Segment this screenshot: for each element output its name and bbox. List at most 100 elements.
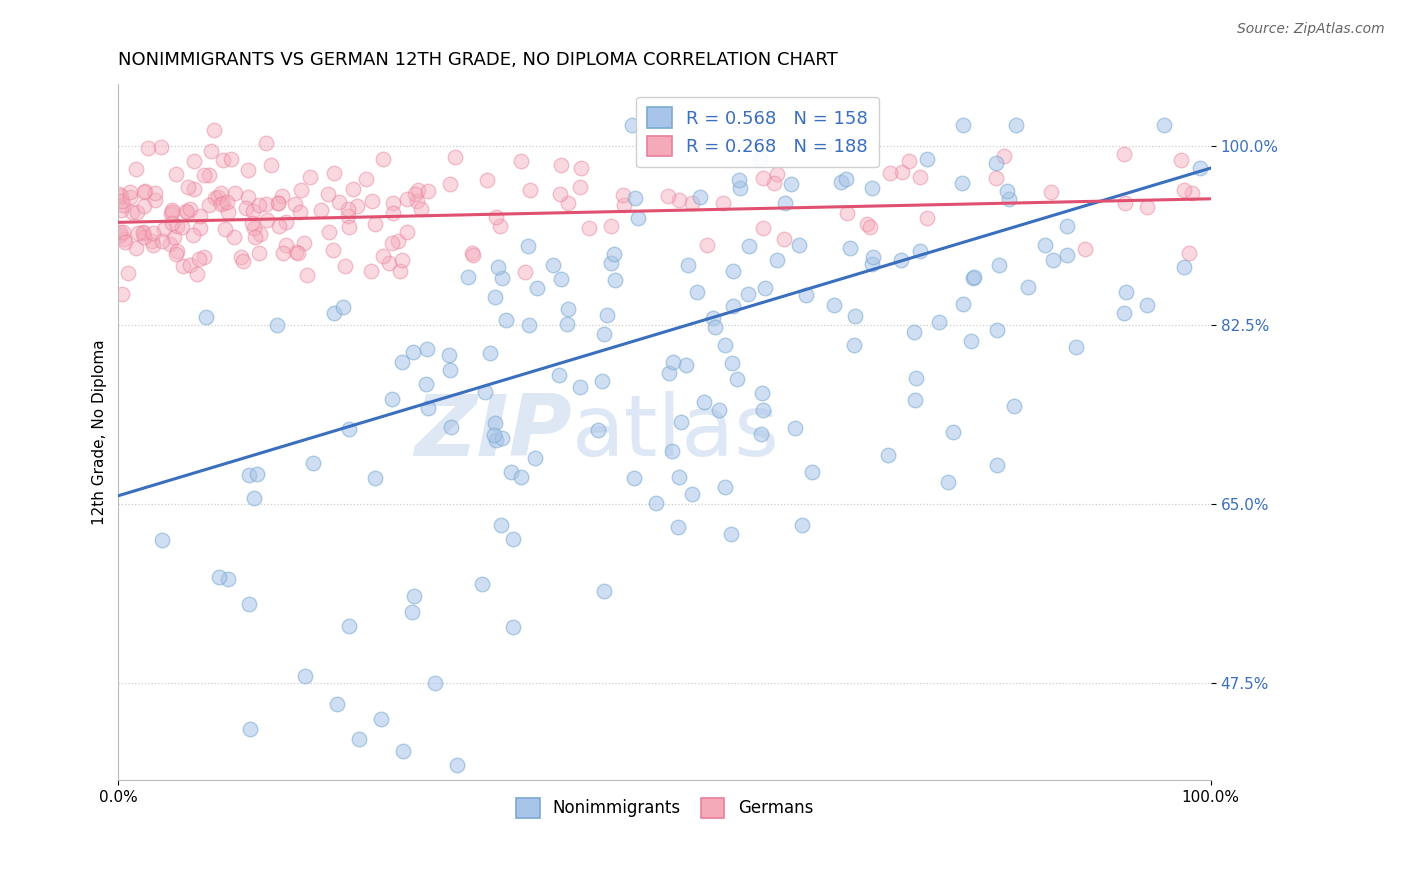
Point <box>288 205 311 219</box>
Point <box>440 420 463 434</box>
Point <box>378 256 401 270</box>
Point <box>183 182 205 196</box>
Point <box>136 140 159 154</box>
Point <box>284 197 307 211</box>
Point <box>860 181 883 195</box>
Point <box>471 577 494 591</box>
Point <box>326 697 349 711</box>
Point <box>586 423 609 437</box>
Point <box>395 192 418 206</box>
Point <box>484 290 506 304</box>
Point <box>952 297 974 311</box>
Point <box>238 722 260 736</box>
Point <box>904 392 927 407</box>
Point <box>118 190 141 204</box>
Point <box>860 257 883 271</box>
Point <box>752 220 775 235</box>
Point <box>993 149 1015 163</box>
Point <box>995 185 1018 199</box>
Text: atlas: atlas <box>572 391 780 474</box>
Point <box>668 193 690 207</box>
Point <box>260 158 283 172</box>
Point <box>219 152 242 166</box>
Point <box>780 178 803 192</box>
Point <box>266 318 288 333</box>
Point <box>1004 118 1026 132</box>
Point <box>127 226 149 240</box>
Point <box>444 151 467 165</box>
Point <box>703 319 725 334</box>
Point <box>603 247 626 261</box>
Point <box>461 245 484 260</box>
Point <box>596 308 619 322</box>
Point <box>381 196 404 211</box>
Point <box>381 206 404 220</box>
Point <box>391 252 413 267</box>
Point <box>187 252 209 266</box>
Point <box>160 206 183 220</box>
Point <box>1170 153 1192 167</box>
Point <box>322 243 344 257</box>
Point <box>416 343 439 357</box>
Point <box>516 238 538 252</box>
Point <box>730 181 752 195</box>
Point <box>988 258 1011 272</box>
Point <box>543 258 565 272</box>
Point <box>302 456 325 470</box>
Point <box>835 172 858 186</box>
Point <box>416 184 439 198</box>
Point <box>127 205 149 219</box>
Point <box>131 227 153 241</box>
Point <box>517 318 540 333</box>
Point <box>842 337 865 351</box>
Point <box>681 487 703 501</box>
Point <box>371 249 394 263</box>
Point <box>290 183 312 197</box>
Point <box>963 270 986 285</box>
Point <box>267 195 290 210</box>
Point <box>316 186 339 201</box>
Point <box>509 153 531 168</box>
Point <box>952 118 974 132</box>
Point <box>486 260 509 275</box>
Point <box>406 194 429 208</box>
Point <box>214 222 236 236</box>
Point <box>142 238 165 252</box>
Point <box>862 250 884 264</box>
Point <box>721 299 744 313</box>
Point <box>621 118 644 132</box>
Point <box>143 186 166 200</box>
Point <box>243 220 266 235</box>
Point <box>271 189 294 203</box>
Point <box>235 201 257 215</box>
Point <box>159 237 181 252</box>
Point <box>905 371 928 385</box>
Point <box>749 427 772 442</box>
Point <box>112 225 135 239</box>
Point <box>337 209 360 223</box>
Point <box>217 572 239 586</box>
Point <box>243 491 266 505</box>
Point <box>318 225 340 239</box>
Point <box>132 225 155 239</box>
Point <box>859 219 882 234</box>
Point <box>389 264 412 278</box>
Point <box>1181 186 1204 200</box>
Point <box>908 170 931 185</box>
Point <box>409 202 432 216</box>
Point <box>232 254 254 268</box>
Point <box>256 213 278 227</box>
Point <box>391 354 413 368</box>
Point <box>519 182 541 196</box>
Point <box>125 241 148 255</box>
Point <box>1056 248 1078 262</box>
Point <box>120 185 142 199</box>
Point <box>360 264 382 278</box>
Point <box>671 415 693 429</box>
Point <box>1136 298 1159 312</box>
Point <box>592 584 614 599</box>
Point <box>236 163 259 178</box>
Point <box>676 258 699 272</box>
Point <box>593 326 616 341</box>
Point <box>121 205 143 219</box>
